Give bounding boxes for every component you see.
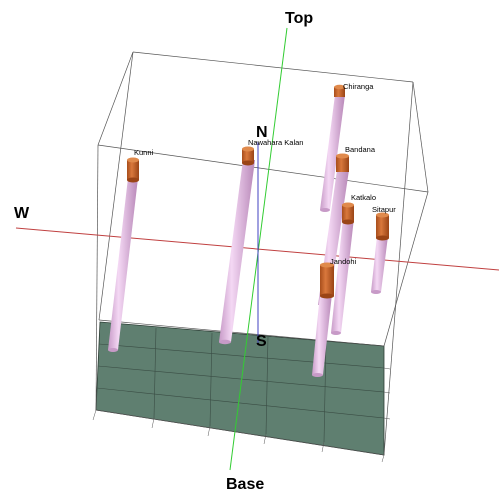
top-label: Top: [285, 10, 313, 27]
axis-ticks: [92, 367, 391, 463]
bounding-box: [95, 51, 429, 456]
well-label-kunni: Kunni: [134, 148, 154, 157]
west-label: W: [14, 205, 30, 222]
well-sitapur[interactable]: [371, 212, 389, 295]
well-label-jandohi: Jandohi: [330, 257, 357, 266]
well-nawahara-kalan[interactable]: [219, 146, 255, 345]
base-layer-block: [95, 321, 385, 456]
well-kunni[interactable]: [108, 157, 139, 353]
well-label-bandana: Bandana: [345, 145, 376, 154]
well-jandohi[interactable]: [312, 262, 334, 378]
well-chiranga[interactable]: [320, 84, 345, 212]
well-label-chiranga: Chiranga: [343, 82, 374, 91]
well-label-katkalo: Katkalo: [351, 193, 376, 202]
well-label-nawahara-kalan: Nawahara Kalan: [248, 138, 303, 147]
base-label: Base: [226, 476, 264, 493]
well-katkalo[interactable]: [331, 202, 354, 336]
north-label: N: [256, 124, 268, 141]
well-label-sitapur: Sitapur: [372, 205, 396, 214]
south-label: S: [256, 333, 267, 350]
